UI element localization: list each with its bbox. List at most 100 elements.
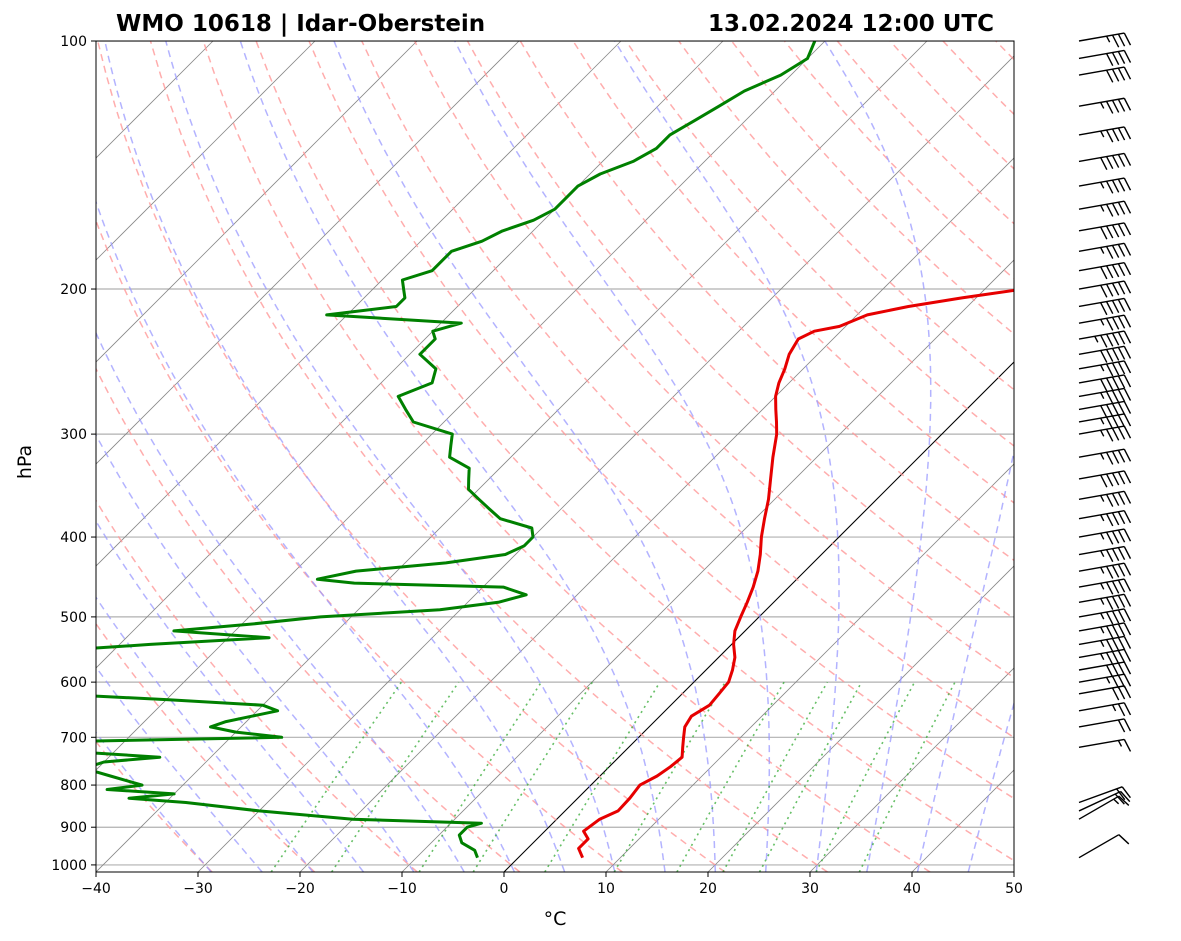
barb-full <box>1117 449 1126 463</box>
dewpoint-profile <box>96 41 817 859</box>
barb-half <box>1100 102 1105 109</box>
barb-full <box>1105 597 1114 610</box>
x-tick-label--20: −20 <box>285 881 315 897</box>
wind-barb-280 <box>1078 400 1132 419</box>
wind-barb-980 <box>1078 834 1130 859</box>
moist-adiabat-10 <box>165 41 616 872</box>
barb-staff <box>1078 635 1125 646</box>
barb-full <box>1111 512 1120 526</box>
barb-staff <box>1078 593 1125 603</box>
wind-barb-160 <box>1078 200 1132 217</box>
barb-half <box>1105 676 1111 684</box>
moist-adiabat-15 <box>239 41 666 872</box>
barb-half <box>1105 35 1111 43</box>
barb-full <box>1105 416 1114 430</box>
barb-half <box>1100 130 1105 138</box>
barb-staff <box>1078 448 1125 458</box>
barb-full <box>1123 622 1132 636</box>
barb-full <box>1114 793 1125 805</box>
mixing-ratio-3 <box>472 681 594 872</box>
dry-adiabat--10 <box>96 499 418 872</box>
dry-adiabat-0 <box>96 367 521 872</box>
moist-adiabat-35 <box>824 41 932 872</box>
isotherm-10 <box>605 463 1014 872</box>
barb-full <box>1123 374 1132 388</box>
barb-full <box>1123 32 1132 46</box>
dry-adiabat-30 <box>149 41 828 872</box>
x-tick-label-40: 40 <box>903 881 921 897</box>
barb-full <box>1100 284 1108 298</box>
barb-half <box>1100 247 1105 254</box>
barb-full <box>1105 377 1114 391</box>
wind-barb-110 <box>1078 66 1132 83</box>
barb-full <box>1117 201 1126 215</box>
isotherm--70 <box>96 41 622 567</box>
wind-barb-720 <box>1078 738 1132 752</box>
wind-barbs <box>1078 32 1132 859</box>
barb-half <box>1100 653 1105 660</box>
barb-staff <box>1078 261 1125 272</box>
barb-full <box>1123 685 1132 699</box>
barb-staff <box>1078 578 1125 588</box>
barb-staff <box>1078 702 1125 712</box>
barb-half <box>1100 417 1105 425</box>
dry-adiabat-50 <box>255 41 1014 862</box>
barb-full <box>1111 52 1120 65</box>
barb-full <box>1123 330 1132 344</box>
moist-adiabat-25 <box>454 41 771 872</box>
isotherm--80 <box>96 41 520 465</box>
isotherm--10 <box>401 259 1014 872</box>
moist-adiabat--5 <box>96 331 465 872</box>
barb-full <box>1105 265 1114 279</box>
barb-full <box>1105 391 1114 404</box>
wind-barb-270 <box>1078 387 1132 404</box>
barb-full <box>1117 595 1126 608</box>
mixing-ratio-1 <box>331 681 460 872</box>
barb-full <box>1111 390 1120 403</box>
dry-adiabats <box>96 41 1014 872</box>
moist-adiabat-40 <box>916 447 1014 872</box>
barb-half <box>1100 598 1105 605</box>
barb-full <box>1123 413 1132 427</box>
barb-full <box>1111 68 1120 82</box>
barb-full <box>1105 317 1114 331</box>
barb-full <box>1105 69 1114 83</box>
barb-staff <box>1078 413 1125 423</box>
barb-staff <box>1078 834 1120 859</box>
barb-full <box>1111 427 1120 441</box>
barb-staff <box>1078 387 1125 398</box>
barb-full <box>1123 562 1132 576</box>
barb-full <box>1100 226 1108 240</box>
barb-half <box>1117 740 1123 747</box>
barb-full <box>1117 579 1126 593</box>
barb-full <box>1123 345 1132 359</box>
wind-barb-250 <box>1078 360 1132 377</box>
barb-half <box>1100 392 1105 399</box>
barb-half <box>1100 181 1105 189</box>
barb-staff <box>1078 528 1125 538</box>
x-tick-label-10: 10 <box>597 881 615 897</box>
y-tick-label-400: 400 <box>60 530 87 546</box>
barb-staff <box>1078 242 1125 253</box>
isotherm--100 <box>96 41 316 261</box>
barb-full <box>1111 624 1120 638</box>
wind-barb-680 <box>1078 718 1132 733</box>
mixing-ratio-5 <box>544 681 661 872</box>
barb-staff <box>1078 400 1125 411</box>
barb-full <box>1118 795 1130 806</box>
dry-adiabat-110 <box>572 41 1014 504</box>
wind-barb-300 <box>1078 425 1132 442</box>
barb-staff <box>1078 360 1125 370</box>
barb-full <box>1105 652 1114 666</box>
barb-full <box>1111 638 1120 651</box>
barb-staff <box>1078 126 1125 136</box>
barb-full <box>1105 549 1114 563</box>
wind-barb-180 <box>1078 242 1132 259</box>
barb-full <box>1105 513 1114 527</box>
barb-staff <box>1078 648 1125 659</box>
dry-adiabat-10 <box>96 218 623 872</box>
barb-full <box>1117 426 1126 440</box>
barb-staff <box>1078 562 1125 572</box>
barb-full <box>1117 563 1126 577</box>
wind-barb-220 <box>1078 314 1132 331</box>
